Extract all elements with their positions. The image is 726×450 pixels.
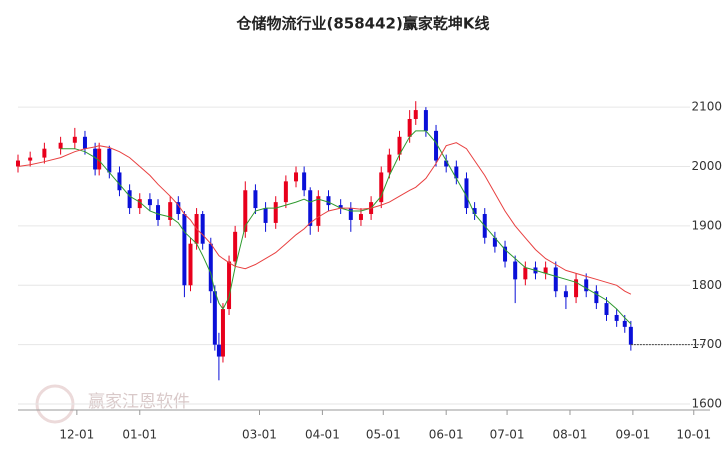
candle-body bbox=[302, 172, 307, 191]
x-tick-label: 07-01 bbox=[490, 428, 525, 442]
candle-body bbox=[208, 243, 213, 292]
candle-body bbox=[82, 136, 87, 149]
x-tick-label: 04-01 bbox=[305, 428, 340, 442]
candle-body bbox=[263, 208, 268, 223]
candle-body bbox=[413, 110, 418, 119]
chart-title: 仓储物流行业(858442)赢家乾坤K线 bbox=[236, 15, 490, 33]
candle-body bbox=[127, 190, 132, 209]
candle-body bbox=[553, 267, 558, 292]
candle-body bbox=[563, 291, 568, 298]
candle-body bbox=[454, 166, 459, 179]
candle-body bbox=[503, 246, 508, 262]
candle-body bbox=[397, 136, 402, 155]
candle-body bbox=[212, 291, 217, 345]
candle-body bbox=[283, 181, 288, 203]
candle-body bbox=[227, 261, 232, 310]
candle-body bbox=[464, 178, 469, 209]
candle-body bbox=[16, 160, 20, 167]
candle-body bbox=[407, 118, 412, 137]
candle-body bbox=[273, 202, 278, 223]
candle-body bbox=[614, 314, 619, 321]
x-tick-label: 05-01 bbox=[366, 428, 401, 442]
x-tick-label: 09-01 bbox=[615, 428, 650, 442]
y-tick-label: 2000 bbox=[691, 159, 722, 173]
candle-body bbox=[200, 214, 205, 244]
candle-body bbox=[622, 320, 627, 327]
candle-body bbox=[72, 136, 77, 143]
candle-body bbox=[147, 199, 152, 206]
x-tick-label: 10-01 bbox=[676, 428, 711, 442]
candle-body bbox=[628, 326, 633, 345]
y-tick-label: 1600 bbox=[691, 397, 722, 411]
candle-body bbox=[156, 205, 161, 220]
candle-body bbox=[358, 214, 363, 220]
candle-body bbox=[308, 190, 313, 226]
candle-body bbox=[233, 231, 238, 262]
candle-body bbox=[97, 148, 102, 170]
candle-body bbox=[253, 190, 258, 209]
candle-body bbox=[574, 279, 579, 298]
candle-body bbox=[434, 130, 439, 161]
candle-body bbox=[117, 172, 122, 191]
candle-body bbox=[523, 267, 528, 280]
candle-body bbox=[176, 202, 181, 215]
candle-body bbox=[338, 205, 343, 209]
y-tick-label: 1700 bbox=[691, 337, 722, 351]
candle-body bbox=[348, 208, 353, 220]
watermark: 赢家江恩软件 bbox=[88, 392, 190, 412]
candle-body bbox=[220, 309, 225, 357]
candle-body bbox=[594, 291, 599, 304]
y-tick-label: 1800 bbox=[691, 278, 722, 292]
candle-body bbox=[58, 142, 63, 149]
candle-body bbox=[379, 172, 384, 203]
x-tick-label: 12-01 bbox=[59, 428, 94, 442]
candle-body bbox=[42, 148, 47, 158]
candle-body bbox=[216, 344, 221, 357]
candle-body bbox=[294, 172, 299, 182]
candle-body bbox=[137, 199, 142, 209]
candle-body bbox=[604, 303, 609, 315]
candle-body bbox=[513, 261, 518, 280]
candle-body bbox=[543, 267, 548, 274]
x-tick-label: 03-01 bbox=[242, 428, 277, 442]
candle-body bbox=[107, 148, 112, 173]
candle-body bbox=[182, 214, 187, 286]
candle-body bbox=[188, 243, 193, 286]
candle-body bbox=[444, 160, 449, 167]
candle-body bbox=[316, 196, 321, 226]
y-tick-label: 2100 bbox=[691, 100, 722, 114]
candle-body bbox=[423, 110, 428, 131]
moving-average-line bbox=[17, 142, 632, 295]
x-tick-label: 06-01 bbox=[429, 428, 464, 442]
candle-body bbox=[387, 154, 392, 173]
candle-body bbox=[492, 237, 497, 247]
candle-body bbox=[326, 196, 331, 206]
candle-body bbox=[28, 157, 33, 161]
x-tick-label: 01-01 bbox=[122, 428, 157, 442]
candle-body bbox=[93, 148, 98, 170]
candle-body bbox=[472, 208, 477, 215]
candle-body bbox=[168, 202, 173, 220]
candle-body bbox=[584, 279, 589, 292]
moving-average-line bbox=[60, 130, 632, 325]
x-tick-label: 08-01 bbox=[553, 428, 588, 442]
candle-body bbox=[243, 190, 248, 232]
y-tick-label: 1900 bbox=[691, 218, 722, 232]
